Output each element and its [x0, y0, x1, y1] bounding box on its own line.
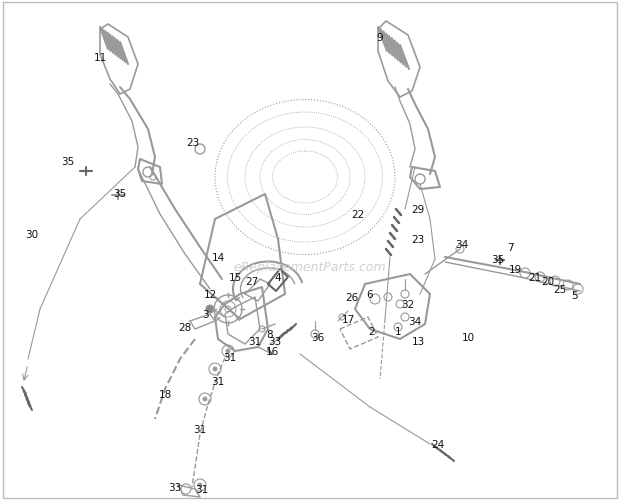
- Text: 5: 5: [572, 291, 578, 301]
- Text: 26: 26: [345, 293, 358, 303]
- Circle shape: [213, 367, 217, 371]
- Text: 27: 27: [246, 277, 259, 287]
- Text: 30: 30: [25, 229, 38, 239]
- Text: 31: 31: [211, 376, 224, 386]
- Text: 19: 19: [508, 265, 521, 275]
- Text: 13: 13: [412, 336, 425, 346]
- Text: 35: 35: [113, 188, 126, 198]
- Text: 35: 35: [61, 157, 74, 167]
- Text: 33: 33: [268, 336, 281, 346]
- Text: 29: 29: [412, 204, 425, 214]
- Text: 21: 21: [528, 273, 542, 283]
- Text: 6: 6: [366, 290, 373, 300]
- Text: 31: 31: [193, 424, 206, 434]
- Text: 20: 20: [541, 277, 554, 287]
- Text: 32: 32: [401, 300, 415, 310]
- Text: 18: 18: [158, 389, 172, 399]
- Text: 2: 2: [369, 326, 375, 336]
- Circle shape: [206, 306, 214, 313]
- Text: 24: 24: [432, 439, 445, 449]
- Text: 7: 7: [507, 242, 513, 253]
- Text: 14: 14: [211, 253, 224, 263]
- Text: 3: 3: [202, 310, 208, 319]
- Text: 28: 28: [179, 322, 192, 332]
- Text: 33: 33: [169, 482, 182, 492]
- Circle shape: [203, 397, 207, 401]
- Text: 16: 16: [265, 346, 278, 356]
- Text: eReplacementParts.com: eReplacementParts.com: [234, 261, 386, 274]
- Text: 15: 15: [228, 273, 242, 283]
- Text: 34: 34: [409, 316, 422, 326]
- Text: 1: 1: [395, 326, 401, 336]
- Circle shape: [226, 349, 230, 353]
- Text: 4: 4: [275, 273, 281, 283]
- Text: 25: 25: [554, 285, 567, 295]
- Text: 22: 22: [352, 209, 365, 219]
- Text: 31: 31: [249, 336, 262, 346]
- Text: 10: 10: [461, 332, 474, 342]
- Text: 23: 23: [412, 234, 425, 244]
- Text: 36: 36: [311, 332, 325, 342]
- Text: 31: 31: [223, 352, 237, 362]
- Text: 12: 12: [203, 290, 216, 300]
- Text: 8: 8: [267, 329, 273, 339]
- Circle shape: [198, 483, 202, 487]
- Text: 34: 34: [455, 239, 469, 249]
- Text: 17: 17: [342, 314, 355, 324]
- Text: 11: 11: [94, 53, 107, 63]
- Text: 31: 31: [195, 484, 208, 494]
- Text: 23: 23: [187, 138, 200, 148]
- Text: 9: 9: [377, 33, 383, 43]
- Text: 35: 35: [492, 255, 505, 265]
